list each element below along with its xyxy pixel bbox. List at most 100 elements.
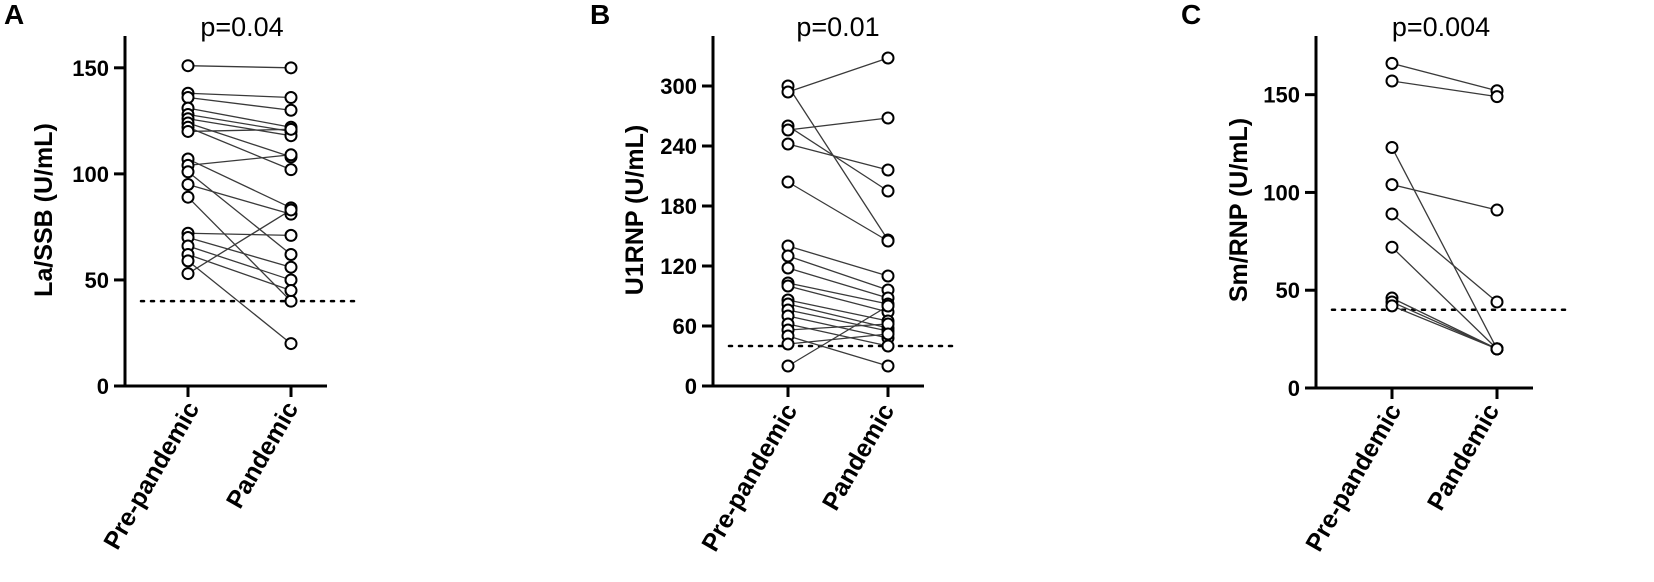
panel-c-letter: C	[1181, 0, 1201, 30]
panel-a-y-tick-label: 150	[72, 56, 109, 81]
panel-a-pair-line	[187, 183, 292, 215]
panel-a-p-value: p=0.04	[200, 12, 283, 42]
panel-b-pair-line	[787, 299, 889, 322]
panel-a-point-pandemic	[284, 273, 298, 287]
panel-a-point-pre-pandemic	[181, 190, 195, 204]
panel-a-pair-line	[187, 118, 292, 137]
panel-b-point-pandemic	[881, 163, 895, 177]
panel-c-point-pre-pandemic	[1385, 178, 1399, 192]
panel-b-point-pre-pandemic	[781, 175, 795, 189]
panel-b-pair-line	[787, 282, 889, 305]
panel-b-pair-line	[787, 143, 889, 171]
panel-c-pair-line	[1391, 147, 1498, 350]
panel-c-p-value: p=0.004	[1392, 12, 1490, 42]
panel-b-point-pre-pandemic	[781, 85, 795, 99]
panel-a-point-pre-pandemic	[181, 254, 195, 268]
panel-b-point-pandemic	[881, 339, 895, 353]
panel-b-pair-line	[787, 303, 889, 329]
panel-b-point-pandemic	[881, 327, 895, 341]
panel-a-point-pandemic	[284, 122, 298, 136]
panel-a-pair-line	[187, 245, 292, 281]
panel-b-point-pandemic	[881, 269, 895, 283]
panel-a-y-tick-label: 100	[72, 162, 109, 187]
panel-b-point-pre-pandemic	[781, 123, 795, 137]
panel-c-pair-line	[1391, 183, 1498, 211]
panel-b-point-pandemic	[881, 234, 895, 248]
panel-b-pair-line	[787, 57, 889, 93]
panel-b-pair-line	[787, 117, 889, 131]
panel-b-y-tick-label: 60	[673, 314, 697, 339]
panel-c-point-pre-pandemic	[1385, 140, 1399, 154]
panel-a-y-tick-label: 50	[85, 268, 109, 293]
panel-a-point-pandemic	[284, 337, 298, 351]
panel-a-pair-line	[187, 253, 292, 292]
panel-a-point-pandemic	[284, 61, 298, 75]
panel-a-pair-line	[187, 236, 292, 268]
panel-a-point-pandemic	[284, 148, 298, 162]
panel-c-y-tick-label: 150	[1263, 83, 1300, 108]
panel-b-point-pre-pandemic	[781, 337, 795, 351]
panel-c-point-pre-pandemic	[1385, 299, 1399, 313]
panel-b-point-pandemic	[881, 359, 895, 373]
panel-a-point-pandemic	[284, 163, 298, 177]
panel-a-point-pre-pandemic	[181, 177, 195, 191]
panel-c-point-pandemic	[1490, 295, 1504, 309]
panel-c-point-pandemic	[1490, 342, 1504, 356]
panel-a-point-pandemic	[284, 203, 298, 217]
panel-a-y-tick-label: 0	[97, 374, 109, 399]
panel-c-y-axis-label: Sm/RNP (U/mL)	[1225, 118, 1253, 302]
panel-a-point-pandemic	[284, 91, 298, 105]
panel-b-point-pandemic	[881, 299, 895, 313]
panel-c-pair-line	[1391, 213, 1498, 303]
panel-b-pair-line	[787, 267, 889, 299]
panel-b-pair-line	[787, 323, 889, 331]
panel-a-pair-line	[187, 171, 292, 255]
panel-c-pair-line	[1391, 80, 1498, 98]
panel-a-pair-line	[187, 65, 292, 69]
panel-b-pair-line	[787, 255, 889, 291]
panel-a-plot: 0 50 100 150	[72, 36, 360, 399]
panel-c-point-pre-pandemic	[1385, 207, 1399, 221]
panel-a-letter: A	[4, 0, 24, 30]
panel-a-point-pre-pandemic	[181, 267, 195, 281]
panel-a-point-pandemic	[284, 228, 298, 242]
panel-c-pair-line	[1391, 62, 1498, 92]
panel-b-category-label-pre-pandemic: Pre-pandemic	[696, 399, 803, 556]
panel-c-y-tick-label: 50	[1276, 278, 1300, 303]
panel-c-point-pre-pandemic	[1385, 74, 1399, 88]
panel-a-point-pandemic	[284, 247, 298, 261]
panel-a-pair-line	[187, 128, 292, 133]
panel-a-pair-line	[187, 113, 292, 133]
panel-a-pair-line	[187, 154, 292, 167]
panel-b-point-pre-pandemic	[781, 249, 795, 263]
panel-b-pair-line	[787, 305, 889, 367]
panel-b-point-pre-pandemic	[781, 279, 795, 293]
panel-b-y-tick-label: 180	[660, 194, 697, 219]
panel-c-point-pandemic	[1490, 203, 1504, 217]
panel-b-category-label-pandemic: Pandemic	[817, 399, 900, 515]
panel-a: A p=0.04 La/SSB (U/mL) 0 50 100 150 Pre-pan…	[4, 0, 360, 554]
panel-c-pair-line	[1391, 305, 1498, 350]
panel-b-point-pre-pandemic	[781, 359, 795, 373]
panel-b-pair-line	[787, 323, 889, 347]
panel-a-point-pandemic	[284, 260, 298, 274]
panel-c-point-pre-pandemic	[1385, 240, 1399, 254]
panel-b-letter: B	[590, 0, 610, 30]
panel-b-y-tick-label: 0	[685, 374, 697, 399]
panel-b-point-pre-pandemic	[781, 261, 795, 275]
panel-c-plot: 0 50 100 150	[1263, 36, 1569, 401]
panel-a-point-pre-pandemic	[181, 59, 195, 73]
panel-a-point-pandemic	[284, 103, 298, 117]
panel-b-pair-line	[787, 333, 889, 345]
panel-c-category-label-pandemic: Pandemic	[1422, 399, 1505, 515]
panel-b-point-pandemic	[881, 111, 895, 125]
panel-a-pair-line	[187, 96, 292, 111]
panel-b-point-pandemic	[881, 51, 895, 65]
panel-c-category-label-pre-pandemic: Pre-pandemic	[1300, 399, 1407, 556]
panel-b-pair-line	[787, 335, 889, 367]
panel-a-pair-line	[187, 107, 292, 128]
panel-a-category-label-pandemic: Pandemic	[221, 397, 304, 513]
panel-a-pair-line	[187, 196, 292, 302]
panel-a-pair-line	[187, 209, 292, 275]
